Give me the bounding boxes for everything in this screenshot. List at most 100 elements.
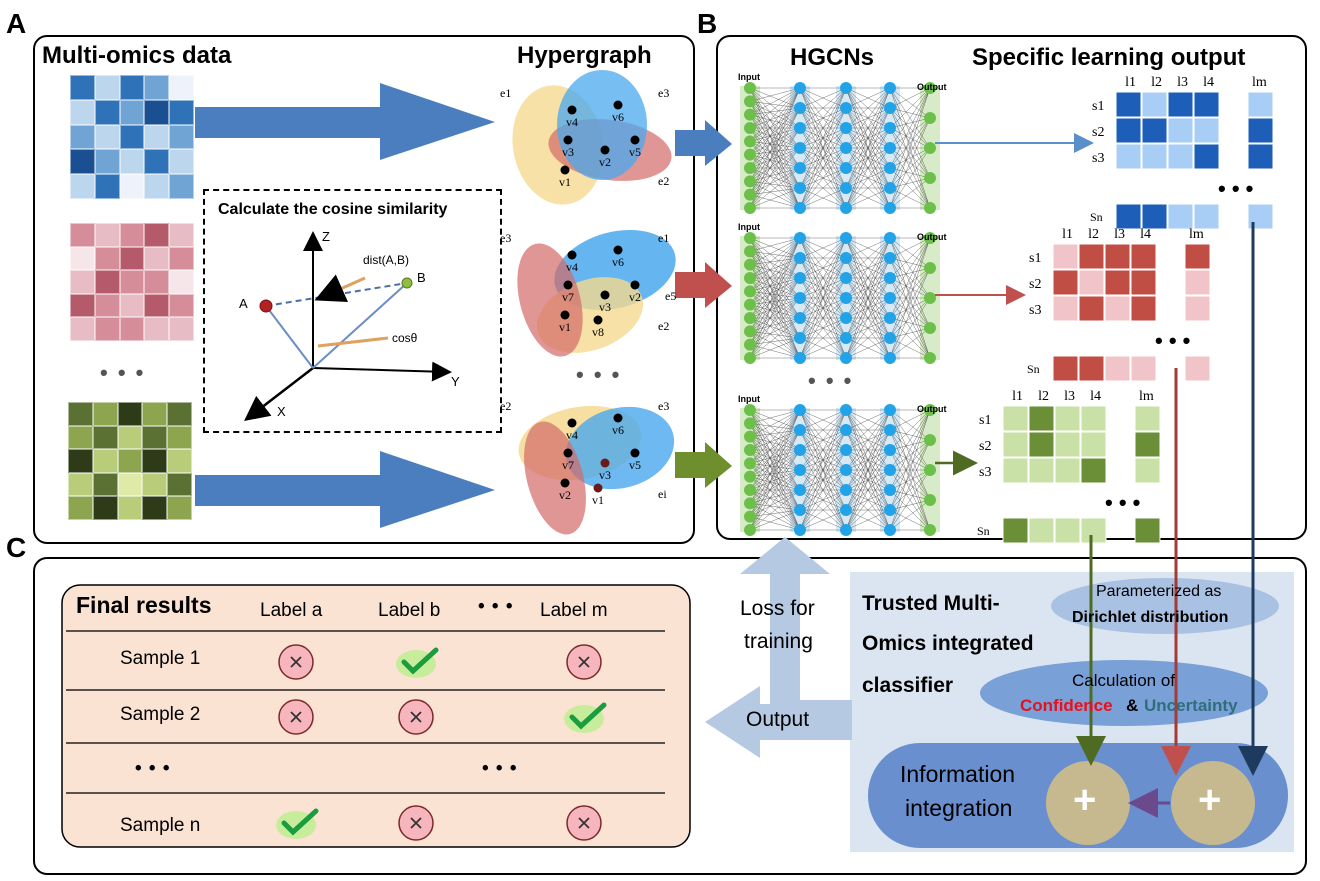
hypergraph-node-label: v4 xyxy=(566,428,578,442)
network-node xyxy=(794,102,806,114)
matrix-cell xyxy=(1247,143,1274,170)
x-mark-icon xyxy=(410,711,422,723)
matrix-cell xyxy=(1002,517,1029,544)
sample-n-label: Sample n xyxy=(120,815,201,836)
heatmap-cell xyxy=(142,402,168,426)
matrix-cell xyxy=(1141,203,1168,230)
heatmap-cell xyxy=(144,293,170,318)
info-label-2: integration xyxy=(905,795,1013,821)
matrix-ellipsis: • • • xyxy=(1218,176,1253,201)
matrix-col-label: l2 xyxy=(1088,227,1099,242)
panel-b-letter: B xyxy=(697,8,718,39)
uncertainty-label: Uncertainty xyxy=(1144,696,1238,715)
panel-a-letter: A xyxy=(6,8,27,39)
matrix-cell xyxy=(1028,431,1055,458)
check-mark-icon xyxy=(281,808,319,836)
panel-c-letter: C xyxy=(6,532,27,563)
matrix-cell xyxy=(1130,243,1157,270)
matrix-col-label: l3 xyxy=(1114,227,1125,242)
calc-label: Calculation of xyxy=(1072,671,1176,690)
hypergraph-node-label: v6 xyxy=(612,110,624,124)
matrix-cell xyxy=(1002,431,1029,458)
network-node xyxy=(744,148,756,161)
matrix-row-label: Sn xyxy=(977,524,990,538)
network-node xyxy=(840,182,852,194)
network-node xyxy=(744,510,756,523)
matrix-cell xyxy=(1052,355,1079,382)
hypergraph-node xyxy=(563,448,573,458)
network-node xyxy=(794,352,806,364)
network-node xyxy=(884,424,896,436)
hypergraph-node xyxy=(600,145,610,155)
heatmap-cell xyxy=(144,223,170,247)
big-arrow-bottom xyxy=(195,451,495,528)
heatmap-cell xyxy=(169,270,194,294)
heatmap-cell xyxy=(144,317,170,341)
heatmap-cell xyxy=(94,99,120,125)
matrix-cell xyxy=(1247,117,1274,144)
network-node xyxy=(794,292,806,304)
heatmap-cell xyxy=(94,246,120,271)
network-node xyxy=(794,524,806,536)
network-node xyxy=(840,484,852,496)
heatmap-cell xyxy=(119,99,145,125)
network-node xyxy=(840,444,852,456)
network-node xyxy=(794,182,806,194)
matrix-row-label: s1 xyxy=(979,413,991,428)
matrix-cell xyxy=(1080,431,1107,458)
label-ellipsis: • • • xyxy=(478,596,514,617)
hgcn-network: Input Output xyxy=(738,394,947,536)
network-node xyxy=(924,464,936,476)
network-node xyxy=(744,162,756,174)
network-node xyxy=(924,82,936,94)
network-node xyxy=(744,175,756,188)
network-node xyxy=(884,252,896,264)
network-node xyxy=(924,322,936,334)
network-node xyxy=(884,404,896,416)
matrix-col-label: lm xyxy=(1139,389,1154,404)
hypergraph-node-label: v7 xyxy=(562,458,574,472)
matrix-cell xyxy=(1054,457,1081,484)
heatmap-cell xyxy=(68,496,93,520)
hypergraph-node xyxy=(593,315,603,325)
network-node xyxy=(794,444,806,456)
network-node xyxy=(794,484,806,496)
network-node xyxy=(794,312,806,324)
network-node xyxy=(884,232,896,244)
axis-z-label: Z xyxy=(322,229,330,244)
network-node xyxy=(884,182,896,194)
cosine-sketch xyxy=(244,231,452,422)
hypergraph-edge-label: e3 xyxy=(500,231,511,245)
matrix-cell xyxy=(1193,143,1220,170)
network-node xyxy=(744,497,756,510)
heatmap-cell xyxy=(94,124,120,150)
plus-icon-left: + xyxy=(1073,778,1097,822)
network-input-label: Input xyxy=(738,222,760,232)
heatmap-cell xyxy=(169,293,194,318)
matrix-ellipsis: • • • xyxy=(1155,328,1190,353)
network-node xyxy=(924,434,936,446)
network-node xyxy=(794,332,806,344)
network-node xyxy=(744,430,756,443)
network-node xyxy=(924,292,936,304)
matrix-cell xyxy=(1104,295,1131,322)
matrix-cell xyxy=(1167,117,1194,144)
hypergraph-node-label: v1 xyxy=(559,320,571,334)
hypergraph-node xyxy=(563,280,573,290)
network-node xyxy=(744,444,756,456)
matrix-cell xyxy=(1247,91,1274,118)
heatmap-cell xyxy=(92,472,118,497)
matrix-ellipsis: • • • xyxy=(1105,490,1140,515)
output-matrix: l1 l2 l3 l4 lm s1 s2 s3 Sn • • • xyxy=(977,389,1161,544)
matrix-cell xyxy=(1078,355,1105,382)
amp-label: & xyxy=(1126,696,1139,715)
network-node xyxy=(744,108,756,121)
heatmap-cell xyxy=(119,174,145,199)
matrix-cell xyxy=(1134,517,1161,544)
heatmap-cell xyxy=(144,270,170,294)
hypergraph-node-label: v4 xyxy=(566,260,578,274)
matrix-cell xyxy=(1052,269,1079,296)
network-node xyxy=(884,202,896,214)
heatmap-cell xyxy=(144,75,170,100)
matrix-cell xyxy=(1115,203,1142,230)
